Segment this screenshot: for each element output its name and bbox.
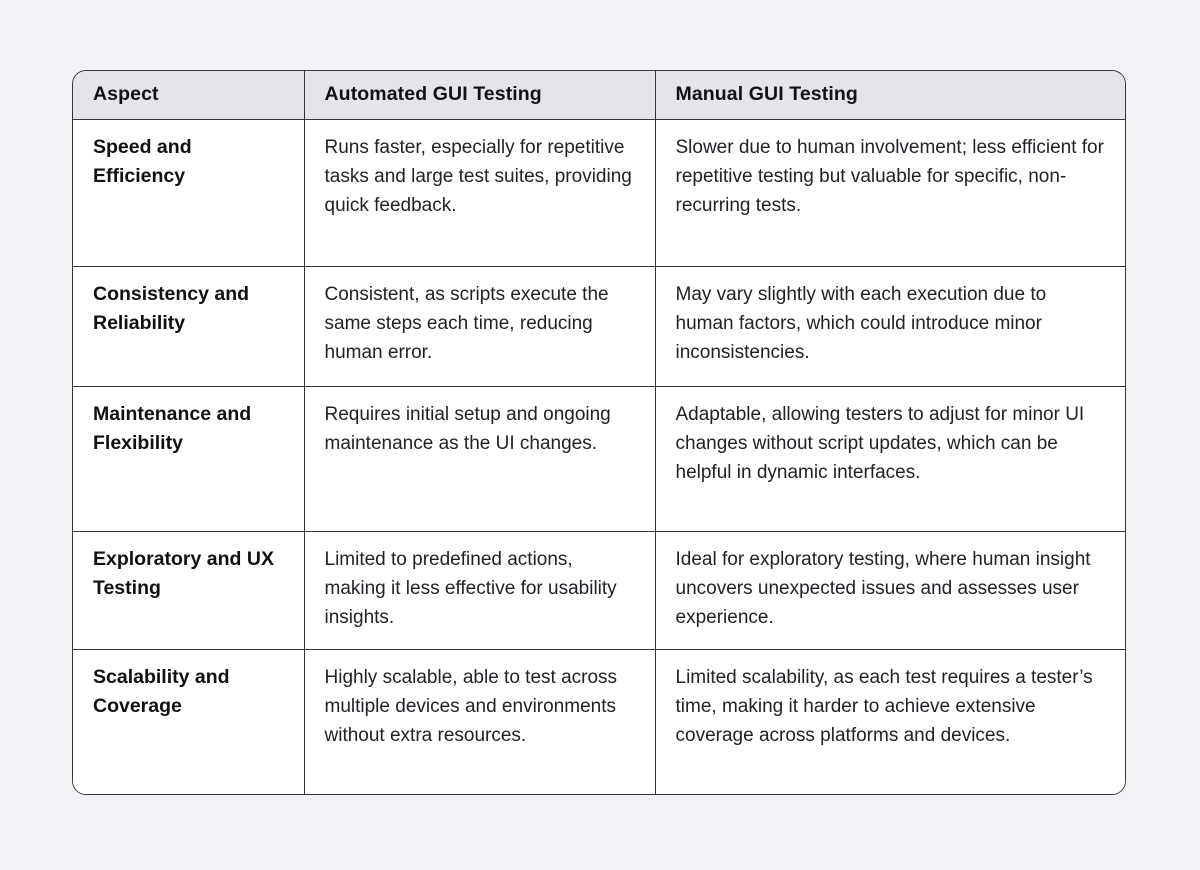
manual-cell: May vary slightly with each execution du… <box>655 266 1125 387</box>
gui-testing-comparison-table: Aspect Automated GUI Testing Manual GUI … <box>73 71 1125 794</box>
aspect-cell: Maintenance and Flexibility <box>73 386 305 532</box>
table-body: Speed and Efficiency Runs faster, especi… <box>73 119 1125 794</box>
table-row-speed-and-efficiency: Speed and Efficiency Runs faster, especi… <box>73 119 1125 267</box>
automated-cell: Highly scalable, able to test across mul… <box>304 649 656 794</box>
table-header: Aspect Automated GUI Testing Manual GUI … <box>73 71 1125 120</box>
manual-cell: Limited scalability, as each test requir… <box>655 649 1125 794</box>
table-row-maintenance-and-flexibility: Maintenance and Flexibility Requires ini… <box>73 386 1125 532</box>
table-row-consistency-and-reliability: Consistency and Reliability Consistent, … <box>73 266 1125 387</box>
manual-cell: Slower due to human involvement; less ef… <box>655 119 1125 267</box>
column-header-automated-gui-testing: Automated GUI Testing <box>304 71 656 120</box>
aspect-cell: Consistency and Reliability <box>73 266 305 387</box>
column-header-manual-gui-testing: Manual GUI Testing <box>655 71 1125 120</box>
manual-cell: Adaptable, allowing testers to adjust fo… <box>655 386 1125 532</box>
table-row-exploratory-and-ux-testing: Exploratory and UX Testing Limited to pr… <box>73 531 1125 650</box>
header-row: Aspect Automated GUI Testing Manual GUI … <box>73 71 1125 120</box>
column-header-aspect: Aspect <box>73 71 305 120</box>
automated-cell: Limited to predefined actions, making it… <box>304 531 656 650</box>
automated-cell: Requires initial setup and ongoing maint… <box>304 386 656 532</box>
comparison-table: Aspect Automated GUI Testing Manual GUI … <box>72 70 1126 795</box>
aspect-cell: Exploratory and UX Testing <box>73 531 305 650</box>
manual-cell: Ideal for exploratory testing, where hum… <box>655 531 1125 650</box>
aspect-cell: Speed and Efficiency <box>73 119 305 267</box>
automated-cell: Runs faster, especially for repetitive t… <box>304 119 656 267</box>
table-row-scalability-and-coverage: Scalability and Coverage Highly scalable… <box>73 649 1125 794</box>
aspect-cell: Scalability and Coverage <box>73 649 305 794</box>
automated-cell: Consistent, as scripts execute the same … <box>304 266 656 387</box>
